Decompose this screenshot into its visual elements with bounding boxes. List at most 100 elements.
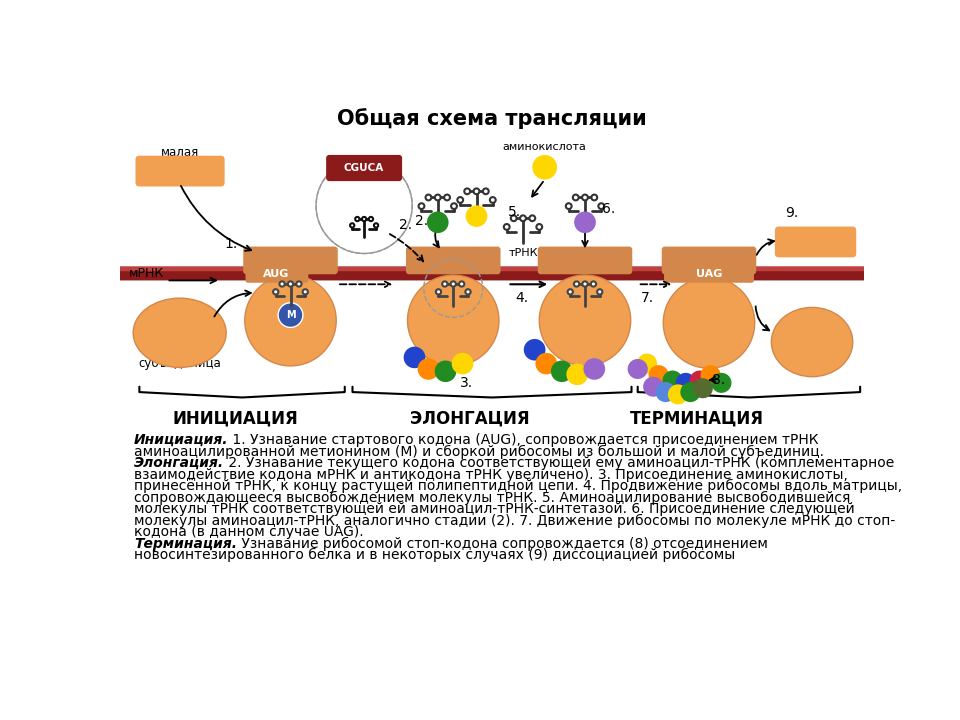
- Text: 3.: 3.: [460, 376, 472, 390]
- Text: Узнавание рибосомой стоп-кодона сопровождается (8) отсоединением: Узнавание рибосомой стоп-кодона сопровож…: [237, 537, 768, 551]
- Circle shape: [582, 194, 588, 200]
- Circle shape: [350, 223, 354, 228]
- Circle shape: [466, 205, 488, 227]
- Text: принесённой тРНК, к концу растущей полипептидной цепи. 4. Продвижение рибосомы в: принесённой тРНК, к концу растущей полип…: [134, 479, 902, 493]
- Circle shape: [374, 223, 378, 228]
- Circle shape: [302, 289, 308, 294]
- Circle shape: [693, 378, 713, 398]
- Circle shape: [403, 346, 425, 368]
- Circle shape: [701, 365, 721, 385]
- Text: UAG: UAG: [696, 269, 722, 279]
- Circle shape: [597, 289, 602, 294]
- Ellipse shape: [408, 275, 499, 366]
- Text: мРНК: мРНК: [130, 267, 164, 280]
- Circle shape: [418, 359, 440, 379]
- Circle shape: [435, 361, 456, 382]
- Circle shape: [567, 289, 573, 294]
- Circle shape: [459, 282, 465, 287]
- Circle shape: [649, 365, 669, 385]
- Text: 9.: 9.: [785, 207, 798, 220]
- Circle shape: [443, 282, 447, 287]
- Circle shape: [288, 282, 293, 287]
- Circle shape: [316, 158, 412, 253]
- Text: 4.: 4.: [516, 291, 528, 305]
- FancyBboxPatch shape: [120, 266, 864, 271]
- Text: 8.: 8.: [712, 374, 726, 387]
- Circle shape: [574, 282, 579, 287]
- Circle shape: [573, 194, 579, 200]
- Circle shape: [466, 289, 470, 294]
- Circle shape: [536, 353, 557, 374]
- Text: ЭЛОНГАЦИЯ: ЭЛОНГАЦИЯ: [410, 410, 530, 428]
- Text: AUG: AUG: [263, 269, 290, 279]
- Circle shape: [419, 203, 424, 209]
- Text: 5.: 5.: [508, 204, 520, 219]
- Text: ТЕРМИНАЦИЯ: ТЕРМИНАЦИЯ: [630, 410, 763, 428]
- Text: аминоацилированной метионином (М) и сборкой рибосомы из большой и малой субъедин: аминоацилированной метионином (М) и сбор…: [134, 444, 824, 459]
- Text: CGUCA: CGUCA: [344, 163, 384, 173]
- Circle shape: [278, 303, 303, 328]
- Circle shape: [511, 215, 516, 221]
- Circle shape: [532, 155, 557, 179]
- Circle shape: [436, 289, 442, 294]
- Text: 2.: 2.: [415, 214, 427, 228]
- FancyBboxPatch shape: [326, 155, 402, 181]
- Circle shape: [450, 282, 456, 287]
- Text: ИНИЦИАЦИЯ: ИНИЦИАЦИЯ: [173, 410, 299, 428]
- Circle shape: [636, 354, 657, 374]
- Circle shape: [566, 364, 588, 385]
- Circle shape: [584, 359, 605, 379]
- Circle shape: [668, 384, 688, 405]
- Circle shape: [656, 382, 676, 402]
- Circle shape: [362, 217, 367, 221]
- Ellipse shape: [133, 298, 227, 367]
- Text: Терминация.: Терминация.: [134, 537, 237, 551]
- Text: 2. Узнавание текущего кодона соответствующей ему аминоацил-тРНК (комплементарное: 2. Узнавание текущего кодона соответству…: [224, 456, 895, 470]
- FancyBboxPatch shape: [246, 263, 308, 283]
- Circle shape: [662, 371, 683, 390]
- Text: сопровождающееся высвобождением молекулы тРНК. 5. Аминоацилирование высвободивше: сопровождающееся высвобождением молекулы…: [134, 490, 851, 505]
- Text: 2.: 2.: [399, 218, 412, 232]
- Text: новосинтезированного белка и в некоторых случаях (9) диссоциацией рибосомы: новосинтезированного белка и в некоторых…: [134, 549, 735, 562]
- Circle shape: [427, 212, 448, 233]
- Circle shape: [524, 339, 545, 361]
- FancyBboxPatch shape: [135, 156, 225, 186]
- FancyBboxPatch shape: [120, 266, 864, 280]
- Text: большая
субъединица: большая субъединица: [138, 342, 221, 370]
- Text: тРНК: тРНК: [508, 248, 538, 258]
- Circle shape: [628, 359, 648, 379]
- FancyBboxPatch shape: [406, 246, 500, 274]
- Text: Общая схема трансляции: Общая схема трансляции: [337, 108, 647, 129]
- Circle shape: [583, 282, 588, 287]
- FancyBboxPatch shape: [661, 246, 756, 274]
- Circle shape: [598, 203, 604, 209]
- Text: Инициация.: Инициация.: [134, 433, 228, 447]
- Circle shape: [711, 373, 732, 393]
- Circle shape: [537, 224, 542, 230]
- Ellipse shape: [540, 275, 631, 366]
- Circle shape: [279, 282, 285, 287]
- Circle shape: [590, 282, 596, 287]
- Ellipse shape: [245, 275, 336, 366]
- Text: молекулы тРНК соответствующей ей аминоацил-тРНК-синтетазой. 6. Присоединение сле: молекулы тРНК соответствующей ей аминоац…: [134, 502, 854, 516]
- Circle shape: [355, 217, 359, 221]
- Text: 6.: 6.: [602, 202, 615, 217]
- Circle shape: [529, 215, 536, 221]
- Text: молекулы аминоацил-тРНК, аналогично стадии (2). 7. Движение рибосомы по молекуле: молекулы аминоацил-тРНК, аналогично стад…: [134, 514, 895, 528]
- Text: M: M: [286, 310, 296, 320]
- Circle shape: [490, 197, 495, 203]
- FancyBboxPatch shape: [538, 246, 633, 274]
- Ellipse shape: [663, 277, 755, 368]
- Circle shape: [451, 203, 457, 209]
- Text: 1. Узнавание стартового кодона (AUG), сопровождается присоединением тРНК: 1. Узнавание стартового кодона (AUG), со…: [228, 433, 819, 447]
- Text: взаимодействие кодона мРНК и антикодона тРНК увеличено). 3. Присоединение аминок: взаимодействие кодона мРНК и антикодона …: [134, 467, 848, 482]
- FancyBboxPatch shape: [664, 263, 754, 283]
- Circle shape: [551, 361, 572, 382]
- Circle shape: [452, 353, 473, 374]
- Text: аминокислота: аминокислота: [503, 142, 587, 152]
- Ellipse shape: [772, 307, 852, 377]
- Circle shape: [425, 194, 431, 200]
- Circle shape: [444, 194, 450, 200]
- Text: Элонгация.: Элонгация.: [134, 456, 224, 470]
- Circle shape: [369, 217, 373, 221]
